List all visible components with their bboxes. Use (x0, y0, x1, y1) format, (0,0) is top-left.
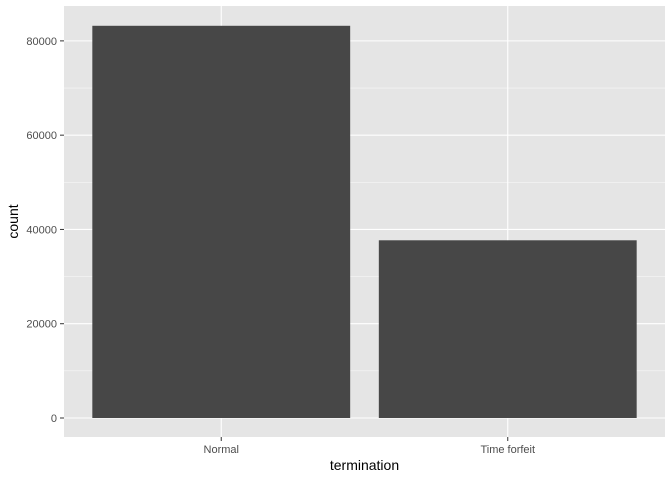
bars (92, 25, 637, 419)
y-tick-label: 40000 (26, 224, 57, 236)
x-axis: Normal Time forfeit (204, 437, 535, 456)
y-tick-label: 60000 (26, 130, 57, 142)
bar-time-forfeit (378, 240, 637, 418)
bar-normal (92, 25, 351, 419)
y-tick-label: 0 (51, 413, 57, 425)
y-tick-label: 80000 (26, 36, 57, 48)
x-tick-label: Time forfeit (480, 444, 535, 456)
y-axis: 0 20000 40000 60000 80000 (26, 36, 64, 425)
y-tick-label: 20000 (26, 319, 57, 331)
x-tick-label: Normal (204, 444, 239, 456)
y-axis-title: count (5, 204, 21, 238)
x-axis-title: termination (330, 457, 399, 473)
